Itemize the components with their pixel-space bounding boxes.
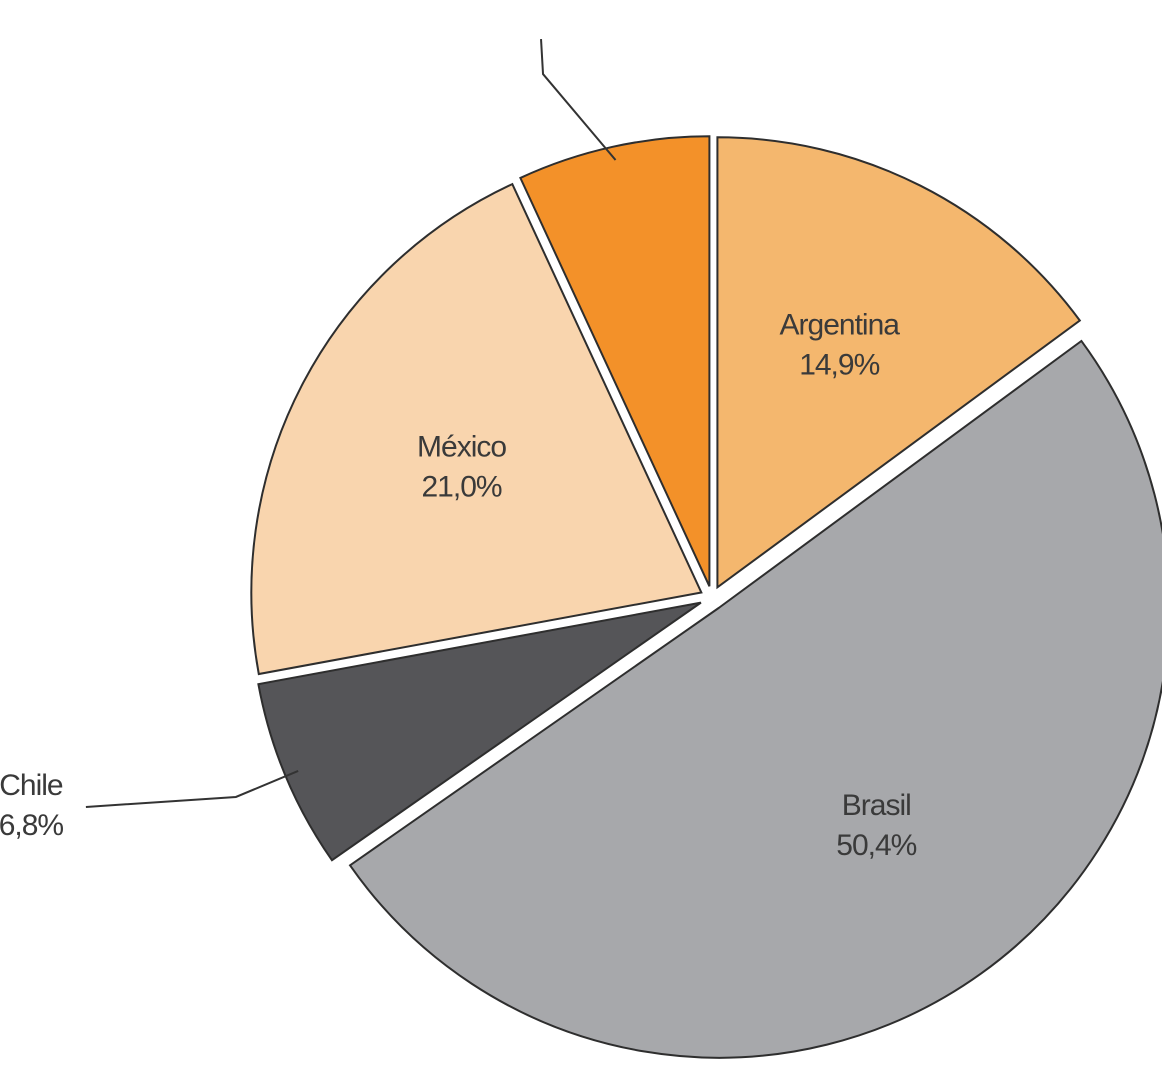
slice-label: Argentina xyxy=(780,308,901,341)
leader-line xyxy=(85,770,299,808)
slice-label: Brasil xyxy=(842,789,911,822)
value-label: 6,8% xyxy=(0,809,63,842)
slice-label: Chile xyxy=(0,769,63,802)
slice-label: México xyxy=(417,430,506,463)
value-label: 6,9% xyxy=(509,0,574,2)
value-label: 21,0% xyxy=(422,470,502,503)
value-label: 50,4% xyxy=(836,829,916,862)
pie-slice xyxy=(250,182,703,676)
pie-slice xyxy=(519,135,711,587)
pie-slice xyxy=(348,339,1162,1059)
pie-slice xyxy=(716,136,1082,590)
leader-line xyxy=(540,39,617,161)
value-label: 14,9% xyxy=(799,348,879,381)
